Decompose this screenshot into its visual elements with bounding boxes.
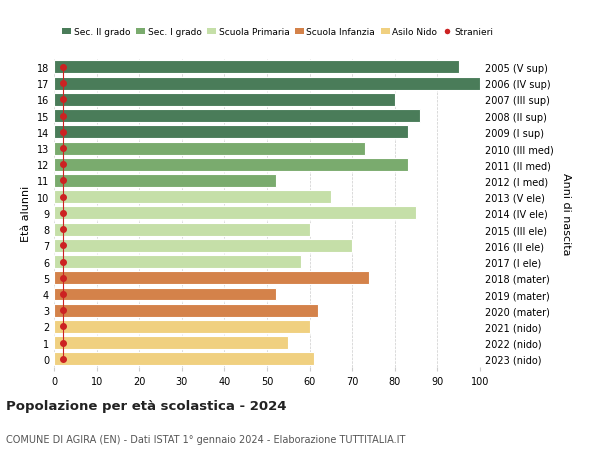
Bar [54,110,421,123]
Bar [54,288,275,301]
Bar [54,239,352,252]
Text: COMUNE DI AGIRA (EN) - Dati ISTAT 1° gennaio 2024 - Elaborazione TUTTITALIA.IT: COMUNE DI AGIRA (EN) - Dati ISTAT 1° gen… [6,434,406,444]
Bar [54,158,407,171]
Bar [54,126,407,139]
Bar [54,353,314,365]
Bar [54,94,395,106]
Bar [54,223,310,236]
Text: Popolazione per età scolastica - 2024: Popolazione per età scolastica - 2024 [6,399,287,412]
Y-axis label: Anni di nascita: Anni di nascita [560,172,571,255]
Y-axis label: Età alunni: Età alunni [21,185,31,241]
Bar [54,336,288,349]
Bar [54,320,310,333]
Bar [54,256,301,269]
Bar [54,191,331,204]
Bar [54,304,318,317]
Bar [54,62,459,74]
Legend: Sec. II grado, Sec. I grado, Scuola Primaria, Scuola Infanzia, Asilo Nido, Stran: Sec. II grado, Sec. I grado, Scuola Prim… [59,24,497,40]
Bar [54,174,275,188]
Bar [54,207,416,220]
Bar [54,78,480,90]
Bar [54,272,369,285]
Bar [54,142,365,155]
